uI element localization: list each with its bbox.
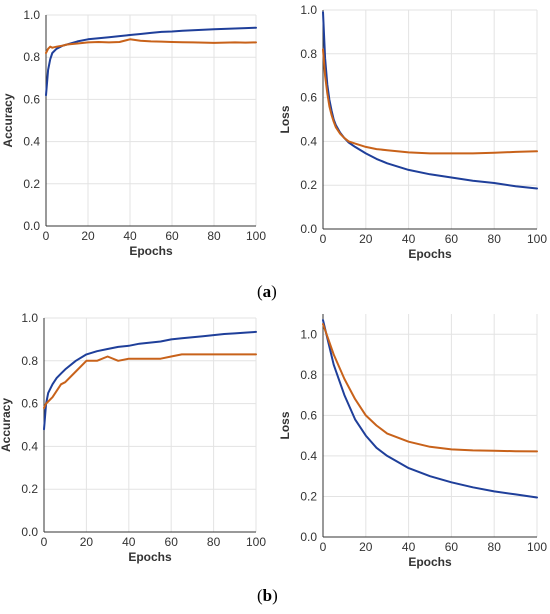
- panel-label-a-open: (: [257, 282, 263, 301]
- series-line-train: [322, 11, 538, 190]
- panel-label-b: (b): [257, 586, 278, 606]
- y-tick-label: 0.6: [300, 91, 317, 105]
- series-line-validation: [45, 38, 257, 54]
- panel-label-b-open: (: [257, 586, 263, 605]
- x-tick-label: 40: [402, 232, 416, 246]
- x-tick-label: 80: [488, 232, 502, 246]
- x-tick-label: 60: [165, 535, 179, 549]
- x-tick-label: 20: [80, 535, 94, 549]
- x-tick-label: 40: [402, 540, 416, 554]
- x-tick-label: 0: [320, 540, 327, 554]
- y-tick-label: 1.0: [23, 8, 40, 22]
- y-tick-label: 0.4: [300, 134, 317, 148]
- x-tick-label: 20: [359, 540, 373, 554]
- chart-1: 0 20 40 60 80 100 0.0 0.2 0.4 0.6 0.8 1.0 Epochs Accu…: [1, 8, 266, 258]
- y-tick-label: 0.8: [300, 47, 317, 61]
- y-tick-label: 0.8: [21, 354, 38, 368]
- x-axis-title: Epochs: [408, 555, 452, 569]
- x-tick-label: 20: [81, 229, 95, 243]
- y-tick-label: 0.4: [300, 449, 317, 463]
- x-tick-label: 60: [165, 229, 179, 243]
- chart-2: 0 20 40 60 80 100 0.0 0.2 0.4 0.6 0.8 1.0 Epochs Loss: [278, 3, 547, 261]
- x-tick-label: 100: [246, 229, 266, 243]
- x-tick-label: 40: [123, 229, 137, 243]
- series-line-validation: [322, 48, 538, 155]
- y-tick-label: 0.4: [21, 439, 38, 453]
- y-axis-title: Loss: [278, 105, 292, 133]
- panel-label-b-close: ): [272, 586, 278, 605]
- series-line-train: [43, 330, 257, 431]
- x-tick-label: 100: [527, 232, 547, 246]
- x-tick-label: 20: [359, 232, 373, 246]
- y-tick-label: 0.6: [21, 397, 38, 411]
- y-tick-label: 0.2: [300, 178, 317, 192]
- chart-4: 0 20 40 60 80 100 0.0 0.2 0.4 0.6 0.8 1.0 Epochs Loss: [278, 314, 547, 569]
- x-tick-label: 80: [207, 229, 221, 243]
- y-axis-title: Accuracy: [0, 398, 13, 452]
- panel-label-b-letter: b: [262, 586, 273, 605]
- series-line-validation: [43, 353, 257, 409]
- y-tick-label: 0.2: [23, 177, 40, 191]
- x-axis-title: Epochs: [129, 244, 173, 258]
- x-tick-label: 0: [43, 229, 50, 243]
- x-tick-label: 100: [527, 540, 547, 554]
- series-line-train: [322, 319, 538, 499]
- x-axis-title: Epochs: [128, 550, 172, 564]
- panel-label-a-close: ): [271, 282, 277, 301]
- y-tick-label: 0.6: [300, 408, 317, 422]
- x-tick-label: 40: [122, 535, 136, 549]
- y-tick-label: 0.8: [300, 368, 317, 382]
- y-tick-label: 0.2: [300, 489, 317, 503]
- panel-label-a: (a): [257, 282, 277, 302]
- y-tick-label: 1.0: [300, 3, 317, 17]
- y-tick-label: 0.0: [21, 525, 38, 539]
- y-tick-label: 0.6: [23, 92, 40, 106]
- x-tick-label: 60: [445, 232, 459, 246]
- x-tick-label: 0: [41, 535, 48, 549]
- chart-3: 0 20 40 60 80 100 0.0 0.2 0.4 0.6 0.8 1.0 Epochs Accu…: [0, 311, 266, 564]
- y-tick-label: 0.0: [300, 222, 317, 236]
- y-axis-title: Accuracy: [1, 93, 15, 147]
- x-tick-label: 0: [320, 232, 327, 246]
- y-tick-label: 1.0: [300, 327, 317, 341]
- y-axis-title: Loss: [278, 411, 292, 439]
- x-tick-label: 60: [445, 540, 459, 554]
- x-axis-title: Epochs: [408, 247, 452, 261]
- y-tick-label: 1.0: [21, 311, 38, 325]
- series-line-validation: [322, 323, 538, 453]
- y-tick-label: 0.2: [21, 482, 38, 496]
- y-tick-label: 0.0: [23, 219, 40, 233]
- x-tick-label: 80: [488, 540, 502, 554]
- series-line-train: [45, 26, 257, 97]
- y-tick-label: 0.0: [300, 530, 317, 544]
- panel-label-a-letter: a: [262, 282, 272, 301]
- y-tick-label: 0.8: [23, 50, 40, 64]
- x-tick-label: 80: [207, 535, 221, 549]
- y-tick-label: 0.4: [23, 135, 40, 149]
- x-tick-label: 100: [246, 535, 266, 549]
